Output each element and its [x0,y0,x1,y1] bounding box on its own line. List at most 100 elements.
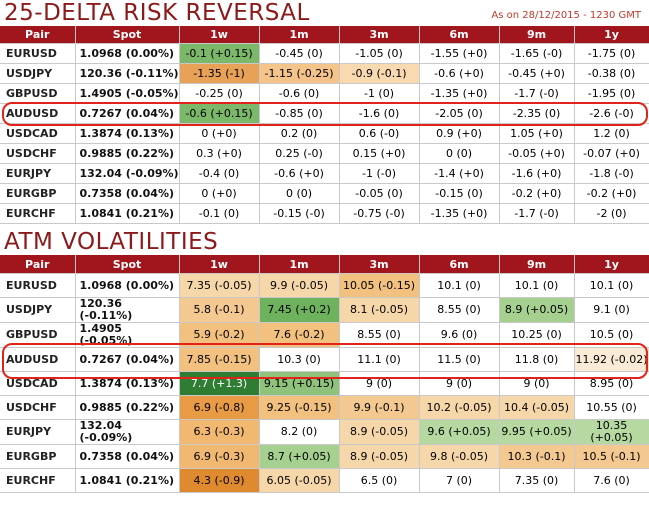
value-cell-1w: 0 (+0) [179,123,260,144]
value-cell-1m: 0 (0) [259,183,340,204]
pair-cell: EURJPY [0,163,76,184]
column-header-3m: 3m [339,255,420,274]
spot-cell: 1.4905 (-0.05%) [75,83,180,104]
value-cell-9m: 9.95 (+0.05) [499,419,575,445]
value-cell-6m: -2.05 (0) [419,103,500,124]
value-cell-9m: 8.9 (+0.05) [499,297,575,323]
value-cell-1w: 6.3 (-0.3) [179,419,260,445]
value-cell-3m: -0.05 (0) [339,183,420,204]
column-header-6m: 6m [419,255,500,274]
value-cell-1y: 10.1 (0) [574,273,649,298]
value-cell-1y: 1.2 (0) [574,123,649,144]
value-cell-9m: -2.35 (0) [499,103,575,124]
value-cell-6m: 0 (0) [419,143,500,164]
value-cell-1m: 8.2 (0) [259,419,340,445]
table-row-usdcad: USDCAD 1.3874 (0.13%) 0 (+0) 0.2 (0) 0.6 (-0… [0,123,649,144]
value-cell-1w: 0 (+0) [179,183,260,204]
pair-cell: AUDUSD [0,103,76,124]
value-cell-1y: -0.38 (0) [574,63,649,84]
value-cell-3m: 6.5 (0) [339,468,420,493]
spot-cell: 1.4905 (-0.05%) [75,322,180,348]
value-cell-3m: 8.55 (0) [339,322,420,348]
pair-cell: EURGBP [0,444,76,469]
spot-cell: 0.7267 (0.04%) [75,347,180,372]
value-cell-6m: 9 (0) [419,371,500,396]
atm-volatilities-table: Pair Spot 1w 1m 3m 6m 9m 1y EURUSD 1.0968 (0.00%… [0,255,649,493]
value-cell-1m: 9.25 (-0.15) [259,395,340,420]
value-cell-3m: 0.15 (+0) [339,143,420,164]
pair-cell: USDCAD [0,123,76,144]
value-cell-1m: -0.45 (0) [259,43,340,64]
value-cell-3m: 0.6 (-0) [339,123,420,144]
value-cell-6m: 9.6 (+0.05) [419,419,500,445]
pair-cell: GBPUSD [0,322,76,348]
column-header-1m: 1m [259,255,340,274]
value-cell-6m: -1.55 (+0) [419,43,500,64]
value-cell-9m: 10.25 (0) [499,322,575,348]
spot-cell: 0.9885 (0.22%) [75,143,180,164]
atm-volatilities-title: ATM VOLATILITIES [4,229,219,255]
value-cell-1w: 4.3 (-0.9) [179,468,260,493]
value-cell-1w: -0.4 (0) [179,163,260,184]
value-cell-3m: 8.9 (-0.05) [339,444,420,469]
value-cell-9m: 10.4 (-0.05) [499,395,575,420]
pair-cell: USDCHF [0,395,76,420]
risk-reversal-title: 25-DELTA RISK REVERSAL [4,0,310,26]
pair-cell: USDCAD [0,371,76,396]
value-cell-1w: -0.1 (0) [179,203,260,224]
column-header-spot: Spot [75,255,180,274]
value-cell-9m: -0.45 (+0) [499,63,575,84]
value-cell-6m: -1.35 (+0) [419,203,500,224]
value-cell-6m: -1.35 (+0) [419,83,500,104]
value-cell-3m: 8.1 (-0.05) [339,297,420,323]
value-cell-3m: -1 (-0) [339,163,420,184]
spot-cell: 1.0841 (0.21%) [75,468,180,493]
value-cell-6m: 7 (0) [419,468,500,493]
spot-cell: 1.3874 (0.13%) [75,371,180,396]
spot-cell: 1.3874 (0.13%) [75,123,180,144]
spot-cell: 0.9885 (0.22%) [75,395,180,420]
table-row-eurjpy: EURJPY 132.04 (-0.09%) -0.4 (0) -0.6 (+0) -1… [0,163,649,184]
spot-cell: 132.04 (-0.09%) [75,419,180,445]
value-cell-1w: 6.9 (-0.3) [179,444,260,469]
column-header-1y: 1y [574,255,649,274]
table-row-audusd: AUDUSD 0.7267 (0.04%) -0.6 (+0.15) -0.85 (0… [0,103,649,124]
value-cell-1m: -0.15 (-0) [259,203,340,224]
value-cell-1y: -2 (0) [574,203,649,224]
value-cell-1m: 9.9 (-0.05) [259,273,340,298]
value-cell-1w: 7.7 (+1.3) [179,371,260,396]
table-row-eurchf: EURCHF 1.0841 (0.21%) 4.3 (-0.9) 6.05 (-0.0… [0,468,649,493]
column-header-1w: 1w [179,255,260,274]
column-header-1w: 1w [179,26,260,44]
value-cell-1m: 0.25 (-0) [259,143,340,164]
value-cell-6m: -0.6 (+0) [419,63,500,84]
table-row-usdchf: USDCHF 0.9885 (0.22%) 6.9 (-0.8) 9.25 (-0.1… [0,395,649,420]
table-row-usdjpy: USDJPY 120.36 (-0.11%) -1.35 (-1) -1.15 (-0… [0,63,649,84]
spot-cell: 132.04 (-0.09%) [75,163,180,184]
value-cell-1m: 9.15 (+0.15) [259,371,340,396]
pair-cell: EURJPY [0,419,76,445]
value-cell-9m: -0.05 (+0) [499,143,575,164]
pair-cell: USDJPY [0,297,76,323]
value-cell-6m: 9.8 (-0.05) [419,444,500,469]
value-cell-1m: 8.7 (+0.05) [259,444,340,469]
table-header-row: Pair Spot 1w 1m 3m 6m 9m 1y [0,255,649,274]
pair-cell: EURUSD [0,273,76,298]
value-cell-1y: -2.6 (-0) [574,103,649,124]
column-header-spot: Spot [75,26,180,44]
pair-cell: USDJPY [0,63,76,84]
pair-cell: EURUSD [0,43,76,64]
value-cell-1y: -0.07 (+0) [574,143,649,164]
value-cell-1w: 0.3 (+0) [179,143,260,164]
value-cell-1w: -1.35 (-1) [179,63,260,84]
table-row-audusd: AUDUSD 0.7267 (0.04%) 7.85 (-0.15) 10.3 (0)… [0,347,649,372]
value-cell-1m: 6.05 (-0.05) [259,468,340,493]
value-cell-1m: 0.2 (0) [259,123,340,144]
value-cell-1m: 7.45 (+0.2) [259,297,340,323]
value-cell-1w: -0.25 (0) [179,83,260,104]
table-row-usdchf: USDCHF 0.9885 (0.22%) 0.3 (+0) 0.25 (-0) 0.1… [0,143,649,164]
value-cell-9m: -1.7 (-0) [499,83,575,104]
value-cell-1y: 10.5 (-0.1) [574,444,649,469]
value-cell-6m: -1.4 (+0) [419,163,500,184]
pair-cell: EURCHF [0,468,76,493]
